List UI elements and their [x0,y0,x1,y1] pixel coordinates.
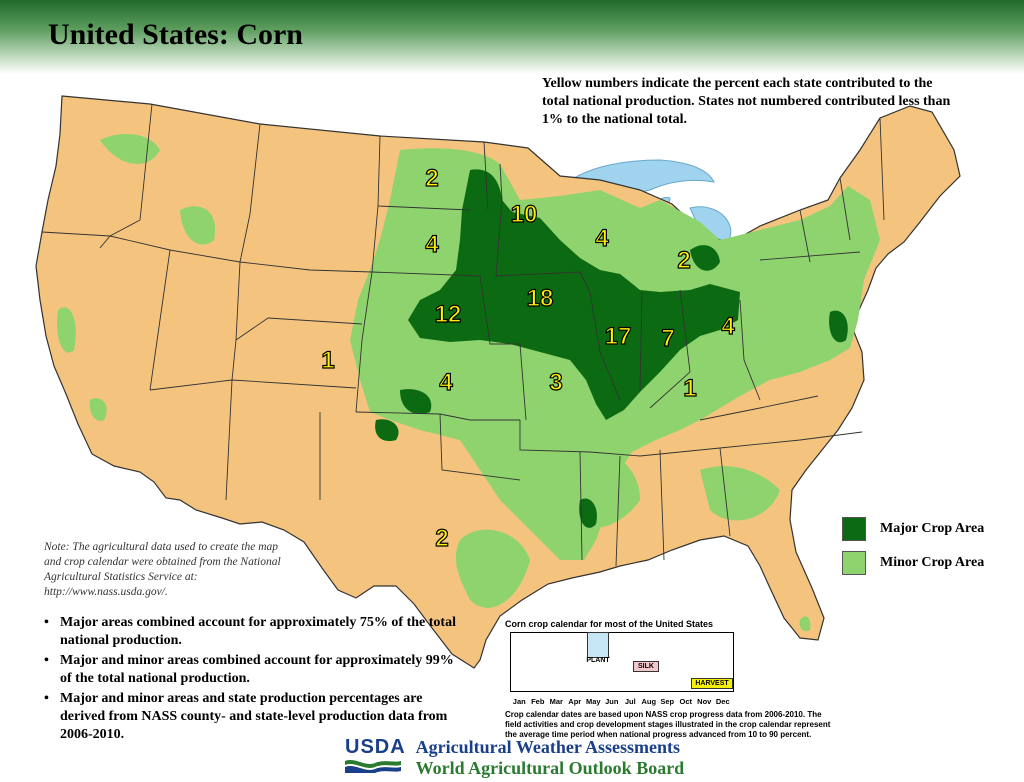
bullet-item: • Major areas combined account for approx… [44,614,464,650]
legend-major: Major Crop Area [842,512,984,546]
state-boundaries [41,103,885,567]
state-number-south-dakota: 4 [425,231,439,258]
bullet-text: Major areas combined account for approxi… [60,615,456,648]
footer: USDA Agricultural Weather Assessments Wo… [345,737,684,779]
state-number-colorado: 1 [321,347,334,374]
bullet-text: Major and minor areas combined account f… [60,653,454,686]
bullet-item: • Major and minor areas and state product… [44,690,464,744]
state-number-iowa: 18 [527,285,554,312]
state-number-illinois: 17 [605,323,632,350]
legend-minor: Minor Crop Area [842,546,984,580]
state-number-labels: 2 10 4 4 2 18 12 17 7 4 1 4 3 1 2 [321,164,736,552]
month-label: Mar [549,697,563,706]
bullet-item: • Major and minor areas combined account … [44,652,464,688]
crop-calendar: Corn crop calendar for most of the Unite… [505,619,840,740]
summary-bullets: • Major areas combined account for approx… [44,614,464,746]
header-banner [0,0,1024,74]
legend-major-label: Major Crop Area [880,521,985,536]
footer-line-1: Agricultural Weather Assessments [415,737,680,757]
major-crop-areas [375,169,848,528]
month-label: Oct [679,697,692,706]
state-number-wisconsin: 4 [595,225,609,252]
state-number-kentucky: 1 [683,375,696,402]
footer-text: Agricultural Weather Assessments World A… [416,737,685,779]
legend-minor-swatch [842,551,866,575]
yellow-numbers-note: Yellow numbers indicate the percent each… [542,76,951,127]
map-legend: Major Crop Area Minor Crop Area [842,512,984,580]
month-label: Feb [531,697,545,706]
month-label: Apr [568,697,582,706]
month-label: Sep [660,697,675,706]
crop-calendar-note: Crop calendar dates are based upon NASS … [505,710,831,739]
calendar-months: Jan Feb Mar Apr May Jun Jul Aug Sep Oct … [510,697,732,706]
stage-harvest: HARVEST [691,678,733,689]
footer-line-2: World Agricultural Outlook Board [415,758,685,778]
state-number-nebraska: 12 [435,301,462,328]
state-number-north-dakota: 2 [425,165,438,192]
state-number-missouri: 3 [549,369,562,396]
legend-minor-label: Minor Crop Area [880,555,985,570]
usda-logo-wave-icon [345,760,401,773]
bullet-text: Major and minor areas and state producti… [60,691,448,742]
month-label: Aug [641,697,657,706]
stage-plant-label: PLANT [586,657,610,664]
data-source-note: Note: The agricultural data used to crea… [44,541,281,598]
month-label: May [585,697,601,706]
state-number-michigan: 2 [677,247,690,274]
stage-plant [587,632,609,658]
usda-logo: USDA [345,737,406,773]
month-label: Jun [605,697,619,706]
month-label: Nov [697,697,712,706]
crop-calendar-title: Corn crop calendar for most of the Unite… [505,619,714,629]
legend-major-swatch [842,517,866,541]
month-label: Jan [512,697,526,706]
usda-logo-text: USDA [345,736,406,758]
state-number-indiana: 7 [661,325,674,352]
month-label: Jul [624,697,636,706]
state-number-kansas: 4 [439,369,453,396]
state-number-texas: 2 [435,525,448,552]
month-label: Dec [715,697,730,706]
page-title: United States: Corn [48,18,303,51]
state-number-minnesota: 10 [511,201,538,228]
us-corn-map: 2 10 4 4 2 18 12 17 7 4 1 4 3 1 2 [35,95,961,669]
stage-silk: SILK [633,661,659,672]
crop-calendar-chart: PLANT SILK HARVEST [510,632,734,692]
state-number-ohio: 4 [721,313,735,340]
